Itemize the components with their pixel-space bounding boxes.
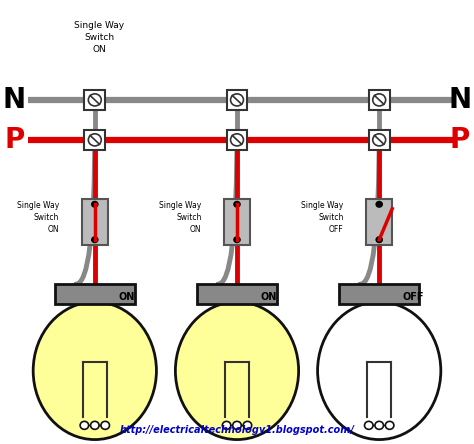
Circle shape [243,421,252,429]
Text: ON: ON [118,293,135,302]
Circle shape [375,236,383,243]
Text: Single Way
Switch
ON: Single Way Switch ON [159,201,201,234]
Text: Single Way
Switch
ON: Single Way Switch ON [17,201,59,234]
Bar [55,284,135,304]
Circle shape [91,236,99,243]
Bar [369,130,390,150]
Ellipse shape [318,302,441,440]
Bar [339,284,419,304]
Text: Single Way
Switch
ON: Single Way Switch ON [74,21,125,54]
Circle shape [385,421,394,429]
Bar [227,90,247,110]
Bar [84,90,105,110]
Bar [227,130,247,150]
Circle shape [375,201,383,208]
Ellipse shape [33,302,156,440]
Bar [224,199,250,245]
Text: N: N [448,86,471,114]
Circle shape [233,201,241,208]
Circle shape [101,421,109,429]
Circle shape [365,421,373,429]
Bar [82,199,108,245]
Circle shape [91,421,99,429]
Text: http://electricaltechnology1.blogspot.com/: http://electricaltechnology1.blogspot.co… [119,425,355,435]
Bar [369,90,390,110]
Circle shape [91,201,99,208]
Bar [366,199,392,245]
Text: P: P [4,126,24,154]
Circle shape [233,421,241,429]
Text: ON: ON [261,293,277,302]
Circle shape [80,421,89,429]
Text: Single Way
Switch
OFF: Single Way Switch OFF [301,201,344,234]
Circle shape [375,421,383,429]
Text: P: P [450,126,470,154]
Bar [84,130,105,150]
Bar [197,284,277,304]
Circle shape [233,236,241,243]
Ellipse shape [175,302,299,440]
Text: N: N [3,86,26,114]
Text: OFF: OFF [403,293,424,302]
Circle shape [222,421,231,429]
